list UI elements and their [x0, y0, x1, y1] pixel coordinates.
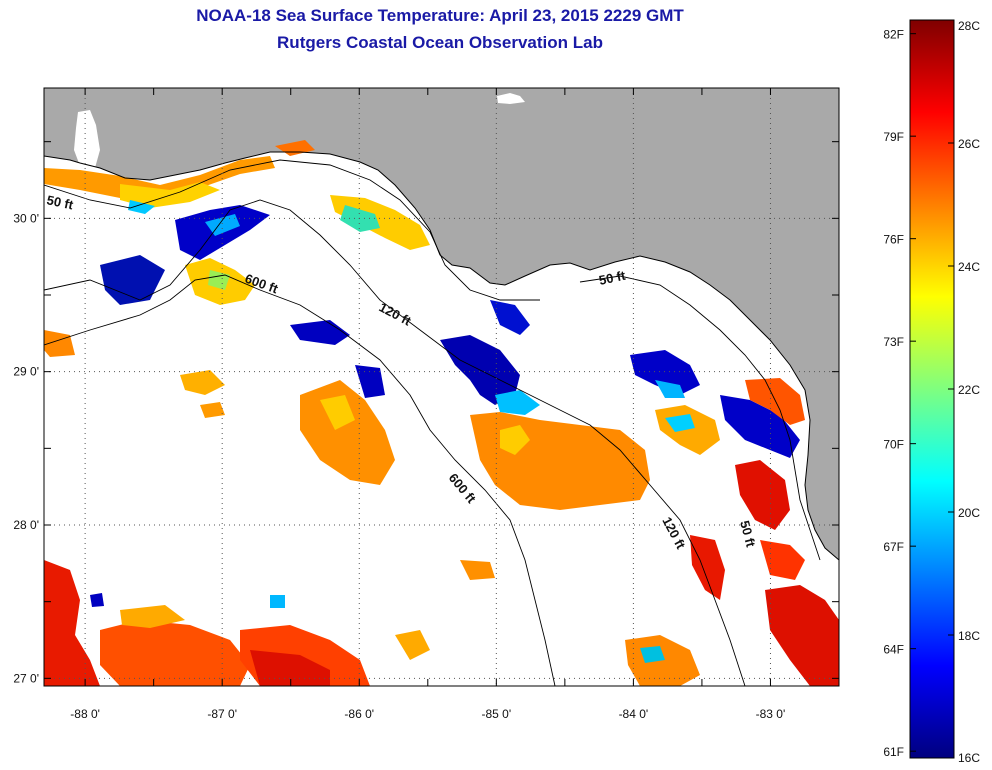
fahrenheit-tick-label: 70F — [883, 438, 904, 452]
mobile-bay — [74, 110, 100, 168]
lon-tick-label: -85 0' — [481, 707, 511, 721]
celsius-tick-label: 24C — [958, 260, 980, 274]
celsius-tick-label: 28C — [958, 19, 980, 33]
colorbar-ramp — [910, 20, 954, 758]
contour-label: 50 ft — [598, 268, 628, 288]
fahrenheit-tick-label: 73F — [883, 335, 904, 349]
celsius-tick-label: 16C — [958, 751, 980, 765]
lat-tick-label: 27 0' — [13, 671, 39, 685]
lat-tick-label: 30 0' — [13, 211, 39, 225]
fahrenheit-tick-label: 76F — [883, 233, 904, 247]
coastline — [44, 151, 839, 561]
lake — [497, 93, 525, 104]
chart-title: NOAA-18 Sea Surface Temperature: April 2… — [196, 6, 684, 25]
celsius-tick-label: 22C — [958, 383, 980, 397]
land-mass — [44, 88, 839, 560]
celsius-tick-label: 26C — [958, 137, 980, 151]
colorbar-ticks: 28C 26C 24C 22C 20C 18C 16C 82F 79F 76F 73F 70F 67F 6… — [883, 19, 980, 765]
map-frame — [43, 87, 840, 687]
celsius-tick-label: 18C — [958, 629, 980, 643]
contour-label: 50 ft — [45, 192, 75, 212]
celsius-tick-label: 20C — [958, 506, 980, 520]
lon-tick-label: -86 0' — [344, 707, 374, 721]
lon-tick-label: -87 0' — [207, 707, 237, 721]
fahrenheit-tick-label: 79F — [883, 130, 904, 144]
lon-tick-label: -88 0' — [70, 707, 100, 721]
axis-ticks: -88 0' -87 0' -86 0' -85 0' -84 0' -83 0' 30 0… — [13, 88, 840, 721]
contour-120ft — [44, 199, 746, 686]
lon-tick-label: -84 0' — [619, 707, 649, 721]
fahrenheit-tick-label: 82F — [883, 28, 904, 42]
lon-tick-label: -83 0' — [756, 707, 786, 721]
fahrenheit-tick-label: 67F — [883, 540, 904, 554]
fahrenheit-tick-label: 64F — [883, 643, 904, 657]
contour-label: 50 ft — [737, 519, 759, 549]
fahrenheit-tick-label: 61F — [883, 745, 904, 759]
lat-tick-label: 28 0' — [13, 518, 39, 532]
contour-50ft — [44, 159, 821, 561]
chart-subtitle: Rutgers Coastal Ocean Observation Lab — [277, 33, 603, 52]
contour-600ft — [44, 274, 556, 686]
lat-tick-label: 29 0' — [13, 365, 39, 379]
